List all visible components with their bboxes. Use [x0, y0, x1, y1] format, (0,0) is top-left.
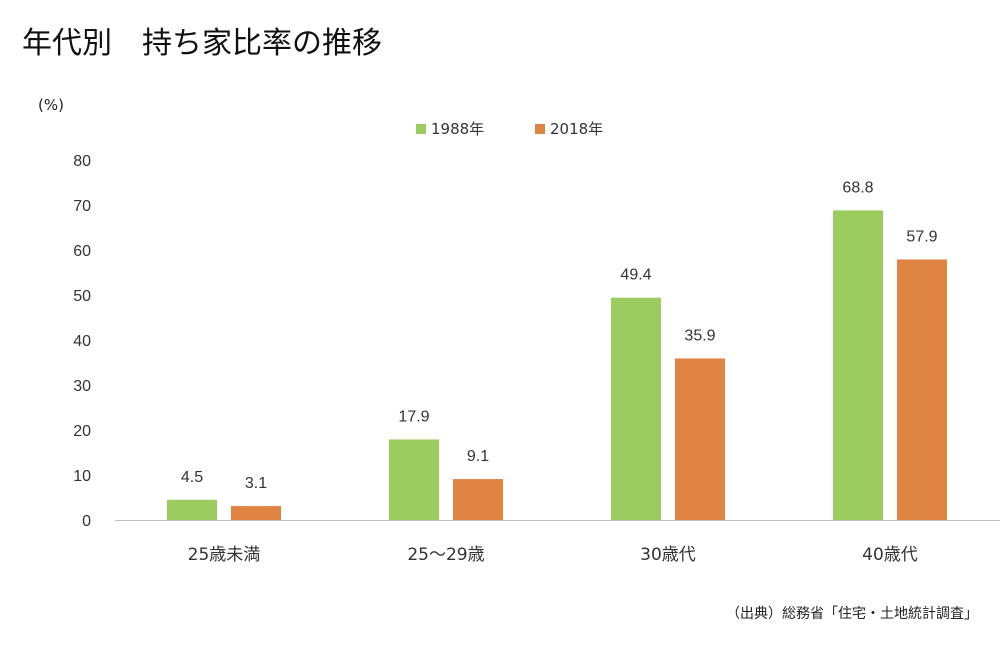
- y-tick-label: 50: [73, 288, 91, 305]
- y-tick-label: 30: [73, 378, 91, 395]
- bar-0-1: [389, 439, 439, 520]
- data-label: 17.9: [398, 408, 429, 425]
- source-note: （出典）総務省「住宅・土地統計調査」: [726, 606, 978, 622]
- bar-1-3: [897, 259, 947, 520]
- y-tick-label: 40: [73, 333, 91, 350]
- y-tick-label: 20: [73, 423, 91, 440]
- y-tick-label: 80: [73, 153, 91, 170]
- y-tick-label: 10: [73, 468, 91, 485]
- data-label: 4.5: [181, 469, 203, 486]
- legend-swatch: [535, 124, 545, 134]
- y-tick-label: 60: [73, 243, 91, 260]
- x-category-label: 30歳代: [640, 545, 696, 565]
- x-category-label: 25～29歳: [407, 545, 484, 565]
- bar-0-0: [167, 499, 217, 520]
- bar-1-1: [453, 479, 503, 520]
- x-category-label: 40歳代: [862, 545, 918, 565]
- data-label: 49.4: [620, 267, 651, 284]
- data-label: 68.8: [842, 179, 873, 196]
- y-tick-label: 70: [73, 198, 91, 215]
- y-tick-label: 0: [82, 513, 91, 530]
- data-label: 9.1: [467, 448, 489, 465]
- legend-swatch: [416, 124, 426, 134]
- y-axis-unit-label: (%): [38, 96, 64, 114]
- chart-title: 年代別 持ち家比率の推移: [22, 26, 382, 61]
- legend-label: 1988年: [431, 120, 484, 138]
- bar-0-3: [833, 210, 883, 520]
- bar-1-0: [231, 506, 281, 520]
- legend-label: 2018年: [550, 120, 603, 138]
- data-label: 3.1: [245, 475, 267, 492]
- data-label: 35.9: [684, 327, 715, 344]
- bar-1-2: [675, 358, 725, 520]
- data-label: 57.9: [906, 228, 937, 245]
- x-category-label: 25歳未満: [188, 545, 261, 565]
- bar-0-2: [611, 297, 661, 520]
